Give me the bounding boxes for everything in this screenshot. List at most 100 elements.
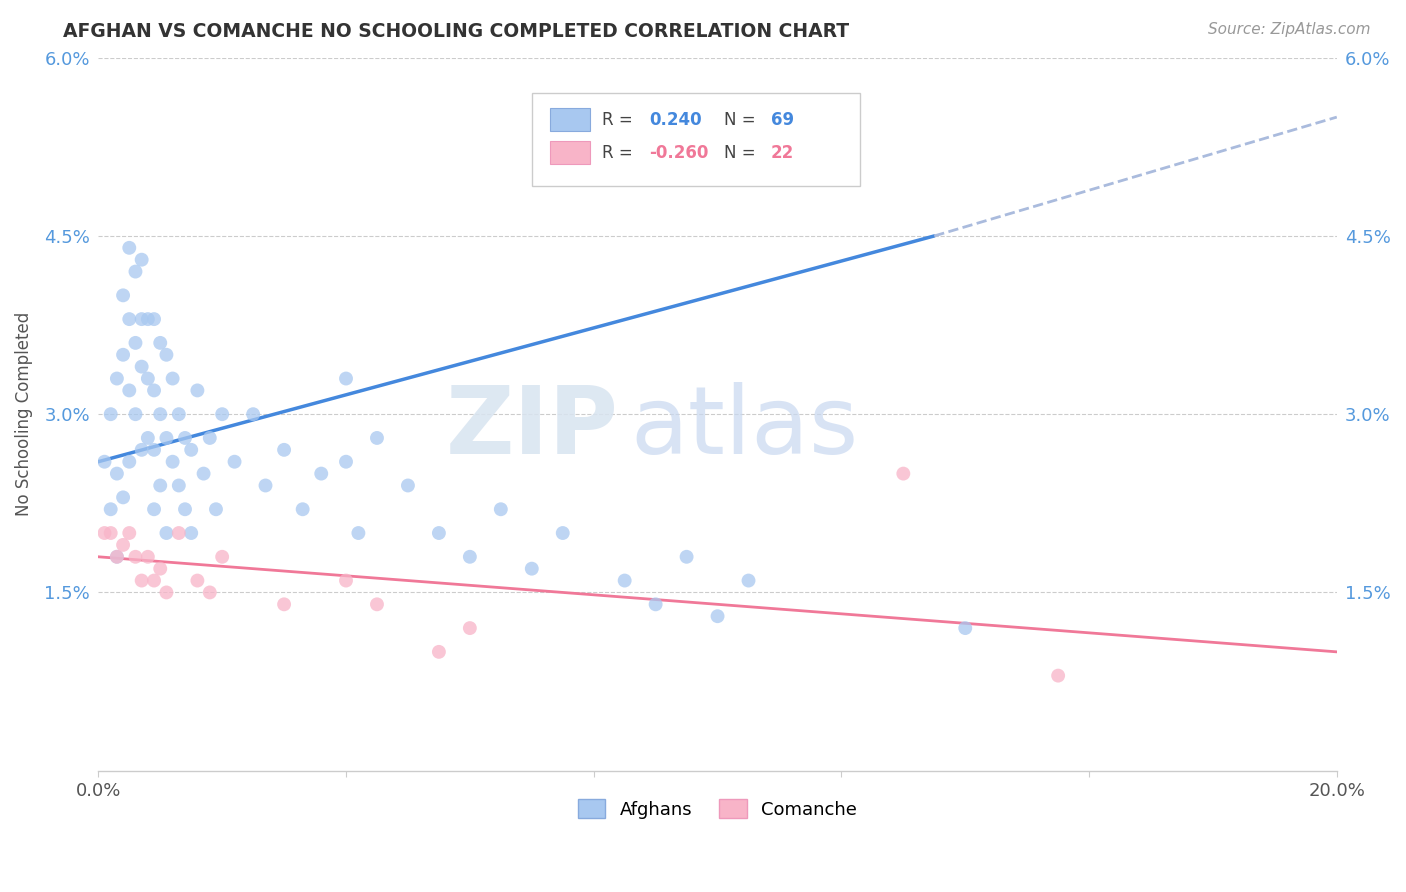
Point xyxy=(198,585,221,599)
Point xyxy=(167,478,190,492)
Point xyxy=(112,288,135,302)
Point xyxy=(891,467,914,481)
Point xyxy=(186,574,208,588)
Point xyxy=(396,478,419,492)
Point xyxy=(112,538,135,552)
Point xyxy=(675,549,697,564)
Point xyxy=(105,549,128,564)
Point xyxy=(427,645,450,659)
Point xyxy=(118,455,141,469)
Text: R =: R = xyxy=(602,144,638,161)
Point xyxy=(489,502,512,516)
Point xyxy=(112,491,135,505)
Point xyxy=(335,371,357,385)
Point xyxy=(143,312,166,326)
Text: N =: N = xyxy=(724,111,761,128)
Point xyxy=(93,526,115,541)
Point xyxy=(309,467,332,481)
Point xyxy=(100,407,122,421)
Point xyxy=(155,526,177,541)
Point xyxy=(737,574,759,588)
Point xyxy=(149,335,172,350)
Y-axis label: No Schooling Completed: No Schooling Completed xyxy=(15,312,32,516)
Point xyxy=(131,574,153,588)
Point xyxy=(105,371,128,385)
Point xyxy=(1047,668,1070,682)
Point xyxy=(291,502,314,516)
Point xyxy=(254,478,277,492)
Point xyxy=(224,455,246,469)
Point xyxy=(644,597,666,611)
Point xyxy=(211,407,233,421)
Point xyxy=(706,609,728,624)
Point xyxy=(458,549,481,564)
Point xyxy=(198,431,221,445)
Point xyxy=(366,597,388,611)
Text: ZIP: ZIP xyxy=(446,383,619,475)
Point xyxy=(136,431,159,445)
Point xyxy=(180,442,202,457)
Text: 69: 69 xyxy=(770,111,794,128)
Point xyxy=(105,549,128,564)
Point xyxy=(366,431,388,445)
Text: 22: 22 xyxy=(770,144,794,161)
Point xyxy=(118,384,141,398)
FancyBboxPatch shape xyxy=(550,141,591,164)
Point xyxy=(100,526,122,541)
Point xyxy=(131,312,153,326)
Point xyxy=(955,621,977,635)
Text: atlas: atlas xyxy=(631,383,859,475)
FancyBboxPatch shape xyxy=(531,94,860,186)
Point xyxy=(613,574,636,588)
Point xyxy=(205,502,228,516)
Point xyxy=(174,502,197,516)
Point xyxy=(458,621,481,635)
Text: -0.260: -0.260 xyxy=(650,144,709,161)
Legend: Afghans, Comanche: Afghans, Comanche xyxy=(571,792,865,826)
Point xyxy=(520,562,543,576)
Point xyxy=(155,348,177,362)
Point xyxy=(155,431,177,445)
FancyBboxPatch shape xyxy=(550,108,591,131)
Point xyxy=(162,455,184,469)
Point xyxy=(193,467,215,481)
Point xyxy=(335,455,357,469)
Point xyxy=(105,467,128,481)
Point xyxy=(551,526,574,541)
Point xyxy=(211,549,233,564)
Point xyxy=(149,562,172,576)
Point xyxy=(124,335,146,350)
Point xyxy=(613,145,636,160)
Point xyxy=(186,384,208,398)
Point xyxy=(143,442,166,457)
Point xyxy=(242,407,264,421)
Point xyxy=(180,526,202,541)
Text: N =: N = xyxy=(724,144,761,161)
Point xyxy=(427,526,450,541)
Point xyxy=(162,371,184,385)
Point xyxy=(273,442,295,457)
Point xyxy=(131,252,153,267)
Point xyxy=(273,597,295,611)
Point xyxy=(149,407,172,421)
Point xyxy=(155,585,177,599)
Point xyxy=(118,312,141,326)
Point xyxy=(124,264,146,278)
Point xyxy=(143,574,166,588)
Point xyxy=(167,526,190,541)
Point xyxy=(131,442,153,457)
Point xyxy=(335,574,357,588)
Point xyxy=(149,478,172,492)
Point xyxy=(118,241,141,255)
Point xyxy=(136,371,159,385)
Text: AFGHAN VS COMANCHE NO SCHOOLING COMPLETED CORRELATION CHART: AFGHAN VS COMANCHE NO SCHOOLING COMPLETE… xyxy=(63,22,849,41)
Point xyxy=(347,526,370,541)
Point xyxy=(100,502,122,516)
Point xyxy=(118,526,141,541)
Text: Source: ZipAtlas.com: Source: ZipAtlas.com xyxy=(1208,22,1371,37)
Point xyxy=(143,384,166,398)
Point xyxy=(131,359,153,374)
Point xyxy=(124,549,146,564)
Point xyxy=(112,348,135,362)
Point xyxy=(124,407,146,421)
